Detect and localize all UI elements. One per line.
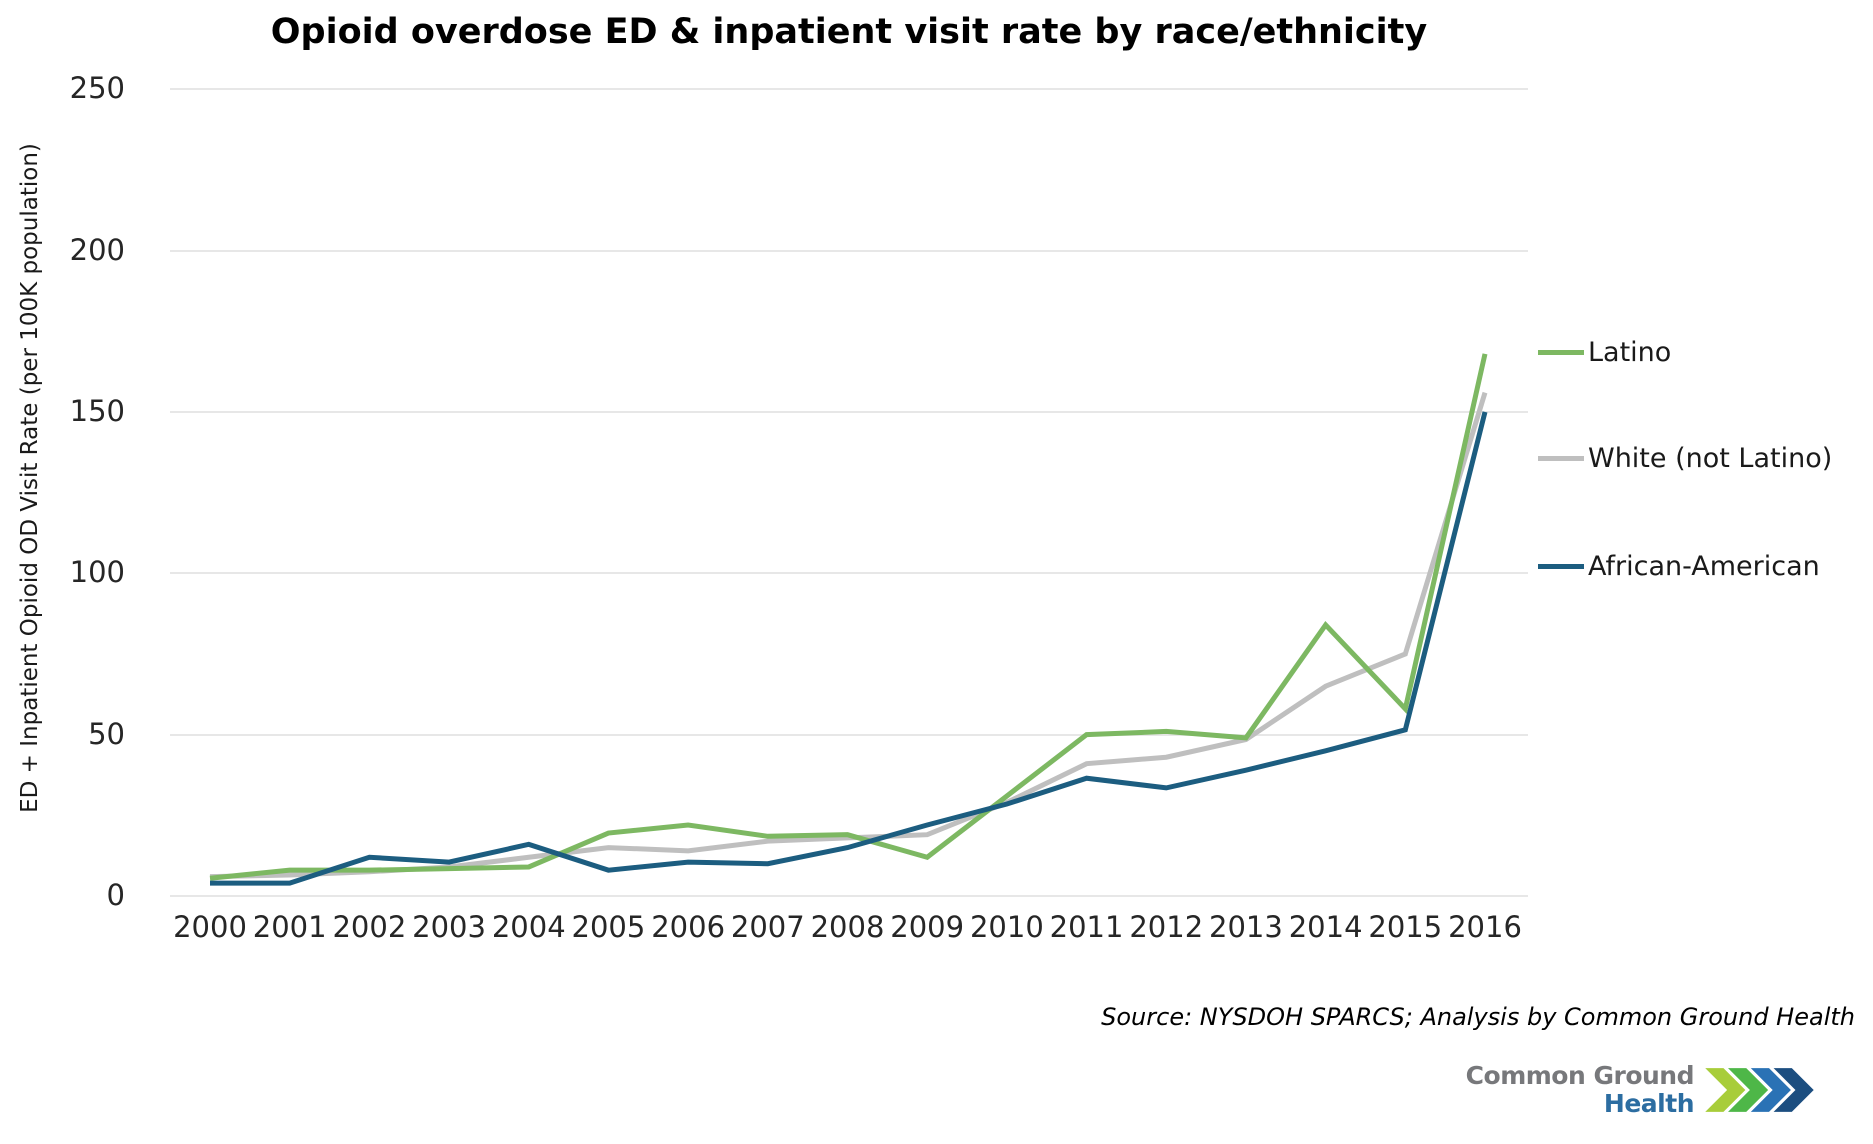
- gridline-y-200: [170, 249, 1528, 252]
- gridline-y-250: [170, 88, 1528, 91]
- legend-line-swatch-african-american: [1538, 563, 1584, 569]
- x-tick-label-2002: 2002: [332, 910, 407, 944]
- legend-item-white-not-latino: White (not Latino): [1538, 442, 1833, 474]
- y-tick-label-200: 200: [69, 232, 125, 267]
- x-tick-label-2013: 2013: [1209, 910, 1283, 944]
- legend-label-white-not-latino: White (not Latino): [1588, 442, 1833, 474]
- x-tick-label-2006: 2006: [651, 910, 726, 944]
- logo-chevron-2: [1724, 1067, 1771, 1113]
- series-line-african-american: [210, 411, 1488, 886]
- x-tick-label-2001: 2001: [252, 910, 327, 944]
- x-tick-label-2007: 2007: [730, 910, 805, 944]
- x-tick-label-2004: 2004: [491, 910, 566, 944]
- y-tick-label-250: 250: [69, 71, 125, 106]
- legend: Latino White (not Latino) African-Americ…: [1538, 0, 1873, 1144]
- x-tick-label-2000: 2000: [173, 910, 247, 944]
- x-tick-label-2014: 2014: [1288, 910, 1363, 944]
- logo-chevron-3: [1746, 1067, 1794, 1113]
- legend-label-african-american: African-American: [1588, 550, 1820, 582]
- logo-chevrons-icon: [1703, 1067, 1815, 1113]
- x-tick-label-2016: 2016: [1448, 910, 1522, 944]
- x-tick-label-2008: 2008: [810, 910, 885, 944]
- gridline-y-100: [170, 572, 1528, 575]
- legend-line-swatch-latino: [1538, 349, 1584, 355]
- logo-text-common-ground: Common Ground: [1465, 1061, 1695, 1090]
- logo-text: Common Ground Health: [1465, 1061, 1695, 1118]
- series-line-white-not-latino: [209, 391, 1488, 880]
- gridline-y-0: [170, 895, 1528, 897]
- gridline-y-150: [170, 410, 1528, 413]
- x-tick-label-2003: 2003: [412, 910, 486, 944]
- x-tick-label-2011: 2011: [1049, 910, 1124, 944]
- y-tick-label-50: 50: [88, 716, 125, 751]
- legend-line-swatch-white-not-latino: [1538, 455, 1584, 461]
- x-tick-label-2009: 2009: [890, 910, 965, 944]
- x-tick-label-2010: 2010: [969, 910, 1044, 944]
- chart-title: Opioid overdose ED & inpatient visit rat…: [270, 12, 1428, 52]
- x-tick-label-2015: 2015: [1368, 910, 1443, 944]
- source-note: Source: NYSDOH SPARCS; Analysis by Commo…: [1101, 1003, 1855, 1031]
- x-tick-label-2005: 2005: [571, 910, 646, 944]
- x-tick-label-2012: 2012: [1129, 910, 1204, 944]
- y-tick-label-100: 100: [69, 555, 125, 590]
- legend-label-latino: Latino: [1588, 336, 1672, 368]
- series-line-latino: [209, 353, 1488, 881]
- legend-item-african-american: African-American: [1538, 550, 1820, 582]
- y-tick-label-150: 150: [69, 393, 125, 428]
- legend-item-latino: Latino: [1538, 336, 1672, 368]
- logo-text-health: Health: [1603, 1089, 1695, 1118]
- logo-chevron-4: [1769, 1067, 1815, 1113]
- y-tick-label-0: 0: [106, 878, 125, 912]
- common-ground-health-logo: Common Ground Health: [1466, 1062, 1815, 1118]
- logo-chevron-1: [1703, 1067, 1749, 1113]
- gridline-y-50: [170, 733, 1528, 736]
